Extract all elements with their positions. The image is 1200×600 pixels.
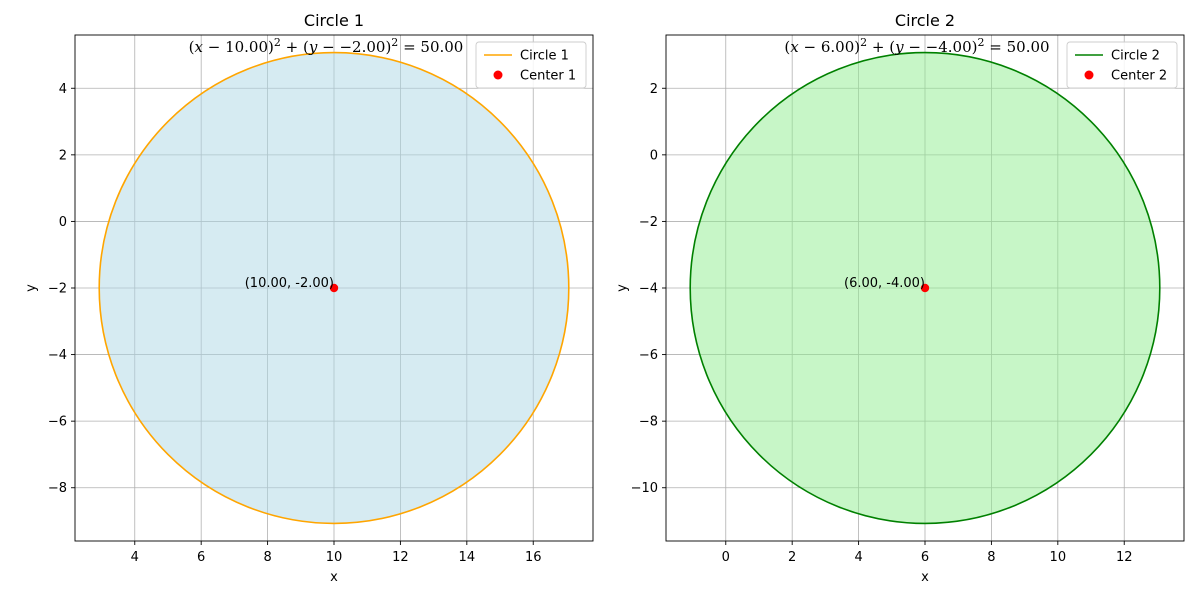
y-tick-label: −2 [639,215,658,230]
y-axis-title: y [24,284,39,292]
x-tick-label: 4 [854,550,862,565]
x-tick-label: 10 [1050,550,1067,565]
x-tick-label: 12 [392,550,409,565]
x-tick-label: 14 [459,550,476,565]
chart-panel-1: (10.00, -2.00) 4 6 8 10 12 14 16 −8 −6 −4 −2 0 2 4 x y Ci… [24,11,594,585]
legend-point-swatch [493,70,503,80]
y-axis-title: y [615,284,630,292]
center-point [920,283,930,293]
y-tick-label: 0 [650,148,658,163]
x-tick-label: 16 [525,550,542,565]
plot-title: Circle 1 [304,11,364,30]
center-point [329,283,339,293]
y-tick-label: 2 [59,148,67,163]
x-axis-title: x [921,570,929,585]
y-tick-label: 0 [59,215,67,230]
x-tick-label: 12 [1116,550,1133,565]
x-tick-label: 6 [921,550,929,565]
center-label: (10.00, -2.00) [245,276,334,291]
legend-box [475,41,587,89]
legend-label: Center 1 [520,69,576,84]
circle-outline [689,51,1161,525]
plot-title: Circle 2 [895,11,955,30]
x-tick-label: 4 [131,550,139,565]
legend-box [1066,41,1178,89]
y-tick-label: −8 [639,415,658,430]
y-tick-label: −6 [639,348,658,363]
legend-label: Circle 2 [1111,49,1160,64]
circle-outline [98,51,570,525]
legend-label: Circle 1 [520,49,569,64]
equation-label: (x − 10.00)2 + (y − −2.00)2 = 50.00 [189,36,464,56]
legend-label: Center 2 [1111,69,1167,84]
x-tick-label: 0 [722,550,730,565]
x-tick-label: 6 [197,550,205,565]
y-tick-label: −8 [48,481,67,496]
x-axis-title: x [330,570,338,585]
x-tick-label: 2 [788,550,796,565]
y-tick-label: 4 [59,82,67,97]
y-tick-label: −10 [631,481,658,496]
equation-label: (x − 6.00)2 + (y − −4.00)2 = 50.00 [784,36,1049,56]
y-tick-label: −4 [639,282,658,297]
y-tick-label: −4 [48,348,67,363]
legend-point-swatch [1084,70,1094,80]
x-tick-label: 8 [987,550,995,565]
center-label: (6.00, -4.00) [844,276,925,291]
legend: Circle 2 Center 2 [1066,41,1178,89]
legend: Circle 1 Center 1 [475,41,587,89]
y-tick-label: −2 [48,282,67,297]
y-tick-label: −6 [48,415,67,430]
x-tick-label: 10 [326,550,343,565]
x-tick-label: 8 [263,550,271,565]
chart-panel-2: (6.00, -4.00) 0 2 4 6 8 10 12 −10 −8 −6 −4 −2 0 2 x y Cir… [615,11,1185,585]
y-tick-label: 2 [650,82,658,97]
